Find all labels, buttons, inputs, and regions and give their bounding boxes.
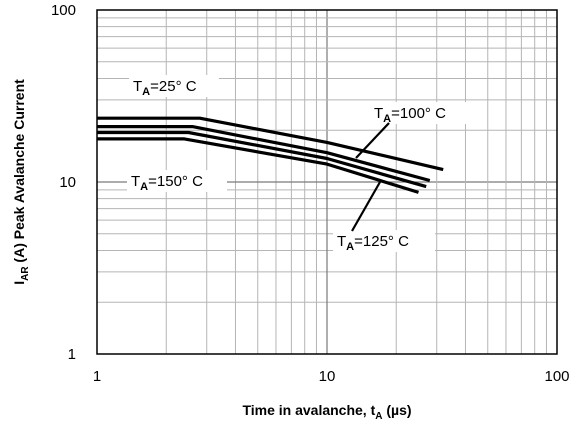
series [97, 116, 444, 194]
annotations: TA=25° C TA=100° C TA=150° C TA=125° C [127, 75, 470, 253]
temperature-annotation: TA=125° C [337, 233, 409, 253]
y-tick-label: 1 [68, 346, 76, 363]
annotation-leader-line [351, 181, 381, 232]
annotation-background [127, 170, 227, 192]
grid [97, 10, 557, 354]
temperature-annotation: TA=150° C [131, 173, 203, 193]
series-line [97, 124, 431, 183]
annotation-background [370, 102, 470, 124]
x-tick-label: 1 [93, 368, 101, 385]
x-tick-label: 10 [319, 368, 336, 385]
annotation-background [333, 230, 435, 252]
y-tick-label: 10 [59, 174, 76, 191]
annotation-background [129, 75, 219, 97]
temperature-annotation: TA=100° C [374, 105, 446, 125]
series-line [97, 116, 444, 172]
x-axis-label: Time in avalanche, tA (µs) [242, 402, 411, 422]
y-axis-label: IAR (A) Peak Avalanche Current [11, 79, 31, 285]
plot-frame [96, 9, 558, 355]
tick-labels: 1 10 100 1 10 100 [51, 2, 570, 385]
temperature-annotation: TA=25° C [133, 78, 197, 98]
y-tick-label: 100 [51, 2, 76, 19]
x-tick-label: 100 [544, 368, 569, 385]
annotation-leader-line [355, 122, 390, 159]
series-line [97, 130, 427, 189]
series-line [97, 137, 419, 194]
